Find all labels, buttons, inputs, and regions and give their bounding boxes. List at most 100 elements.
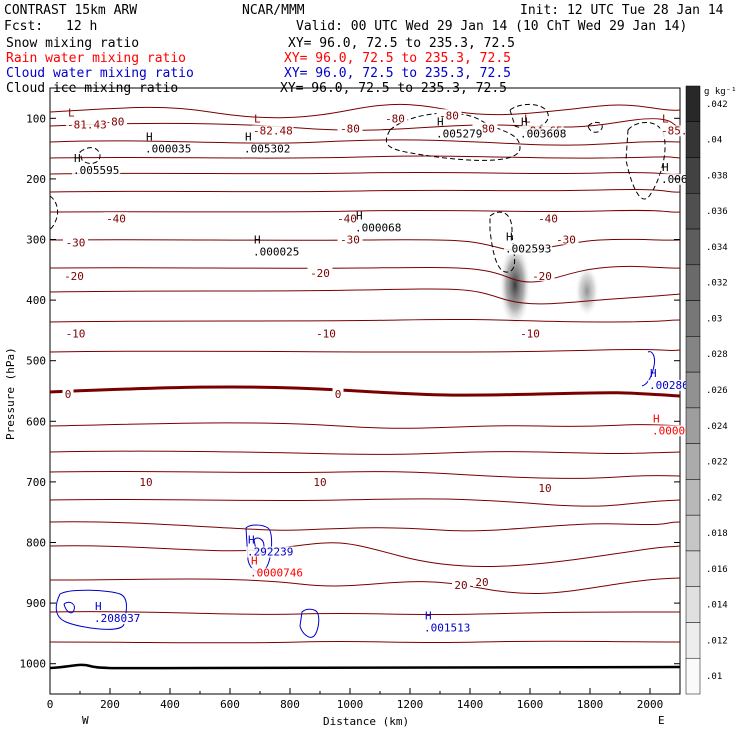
x-tick-label: 1400 — [457, 698, 484, 711]
extremum-value-bg — [354, 222, 403, 234]
contour-label-bg — [529, 269, 555, 281]
x-tick-label: 0 — [47, 698, 54, 711]
colorbar-segment — [685, 371, 701, 409]
extremum-type: L — [254, 112, 261, 125]
extremum-value: .003608 — [520, 127, 566, 140]
extremum-value-bg — [252, 246, 301, 258]
colorbar-label: .042 — [706, 100, 728, 110]
contour-label-bg — [337, 122, 363, 134]
colorbar-label: .014 — [706, 601, 728, 611]
colorbar-segment — [685, 514, 701, 552]
extremum-type: H — [650, 367, 657, 380]
extremum-value-bg — [660, 125, 695, 137]
colorbar-segment — [685, 550, 701, 587]
contour-label-bg — [311, 475, 329, 487]
contour-label-bg — [313, 327, 339, 339]
valid-time: Valid: 00 UTC Wed 29 Jan 14 (10 ChT Wed … — [296, 19, 687, 34]
contour-label: 20 — [475, 576, 488, 589]
extremum-value-bg — [243, 143, 292, 155]
extremum-value: .002593 — [505, 243, 551, 256]
extremum-value-bg — [660, 173, 702, 185]
extremum-type: L — [662, 112, 669, 125]
x-tick-label: 1000 — [337, 698, 364, 711]
contour-label-bg — [61, 269, 87, 281]
extremum-value-bg — [648, 379, 697, 391]
y-tick-label: 800 — [26, 537, 46, 550]
extremum-type: H — [662, 161, 669, 174]
y-tick-label: 900 — [26, 597, 46, 610]
colorbar-label: .026 — [706, 386, 728, 396]
snow-shading — [499, 240, 599, 329]
extremum-value: .292239 — [247, 546, 293, 559]
y-tick-label: 400 — [26, 294, 46, 307]
colorbar-label: .03 — [706, 314, 722, 324]
init-time: Init: 12 UTC Tue 28 Jan 14 — [520, 3, 724, 18]
contour-label-bg — [63, 236, 88, 248]
surface-line — [49, 663, 681, 670]
colorbar-label: .016 — [706, 565, 728, 575]
extremum-value: .005595 — [73, 164, 119, 177]
extremum-type: H — [425, 609, 432, 622]
contour-label: 20 — [454, 579, 467, 592]
contour-label: -30 — [66, 237, 86, 250]
extremum-value-bg — [93, 613, 142, 625]
colorbar: .042 .04 .038 .036 .034 .032 .03 .028 .026 .024 .0… — [685, 85, 728, 695]
contour-label-bg — [553, 233, 579, 245]
colorbar-label: .018 — [706, 529, 728, 539]
extremum-type: H — [521, 115, 528, 128]
y-tick-label: 300 — [26, 234, 46, 247]
colorbar-label: .036 — [706, 207, 728, 217]
contour-label: -80 — [105, 115, 125, 128]
field-name-cloud-water: Cloud water mixing ratio — [6, 66, 194, 81]
extremum-value-bg — [246, 546, 295, 558]
org-label: NCAR/MMM — [242, 3, 305, 18]
contour-label: -80 — [340, 123, 360, 136]
contour-label-bg — [137, 475, 155, 487]
colorbar-segment — [685, 121, 701, 158]
x-end-label-west: W — [82, 714, 89, 727]
contour-label: 0 — [65, 388, 72, 401]
contour-label: -10 — [316, 327, 336, 340]
field-xy-snow: XY= 96.0, 72.5 to 235.3, 72.5 — [288, 36, 515, 51]
contour-label: -20 — [532, 270, 552, 283]
contour-label: -20 — [310, 267, 330, 280]
colorbar-label: .01 — [706, 672, 722, 682]
extremum-value: .208037 — [94, 612, 140, 625]
x-tick-label: 400 — [160, 698, 180, 711]
contour-label-bg — [472, 122, 498, 134]
extremum-value: .000068 — [355, 221, 401, 234]
colorbar-label: .04 — [706, 136, 722, 146]
colorbar-segment — [685, 300, 701, 337]
x-tick-label: 800 — [280, 698, 300, 711]
extremum-type: H — [248, 534, 255, 547]
extremum-type: H — [74, 152, 81, 165]
colorbar-label: .034 — [706, 243, 728, 253]
contour-label-bg — [337, 233, 363, 245]
extremum-value-bg — [144, 143, 193, 155]
contour-label-bg — [535, 212, 561, 224]
contour-label: -20 — [64, 270, 84, 283]
contour-label-bg — [452, 578, 470, 590]
x-tick-label: 1600 — [517, 698, 544, 711]
extremum-value-bg — [651, 425, 700, 437]
contour-label-bg — [517, 327, 543, 339]
contour-label: 0 — [335, 388, 342, 401]
colorbar-segment — [685, 586, 701, 623]
colorbar-segment — [685, 228, 701, 266]
temperature-contours — [49, 103, 681, 644]
x-tick-label: 600 — [220, 698, 240, 711]
colorbar-segment — [685, 622, 701, 659]
y-tick-label: 100 — [26, 112, 46, 125]
extremum-value: -81.43 — [67, 118, 107, 131]
extremum-type: H — [146, 131, 153, 144]
contour-labels: -80-80-80 -80-80-40 -40 -40-30 -30 -30-20 -20-… — [61, 109, 579, 592]
snow-shading-blob — [499, 240, 531, 329]
contour-label: -10 — [66, 327, 86, 340]
extremum-value: .002866 — [649, 379, 695, 392]
snow-shading-blob — [575, 265, 599, 318]
x-tick-label: 200 — [100, 698, 120, 711]
extremum-value: .005302 — [244, 143, 290, 156]
contour-label: 10 — [139, 476, 152, 489]
